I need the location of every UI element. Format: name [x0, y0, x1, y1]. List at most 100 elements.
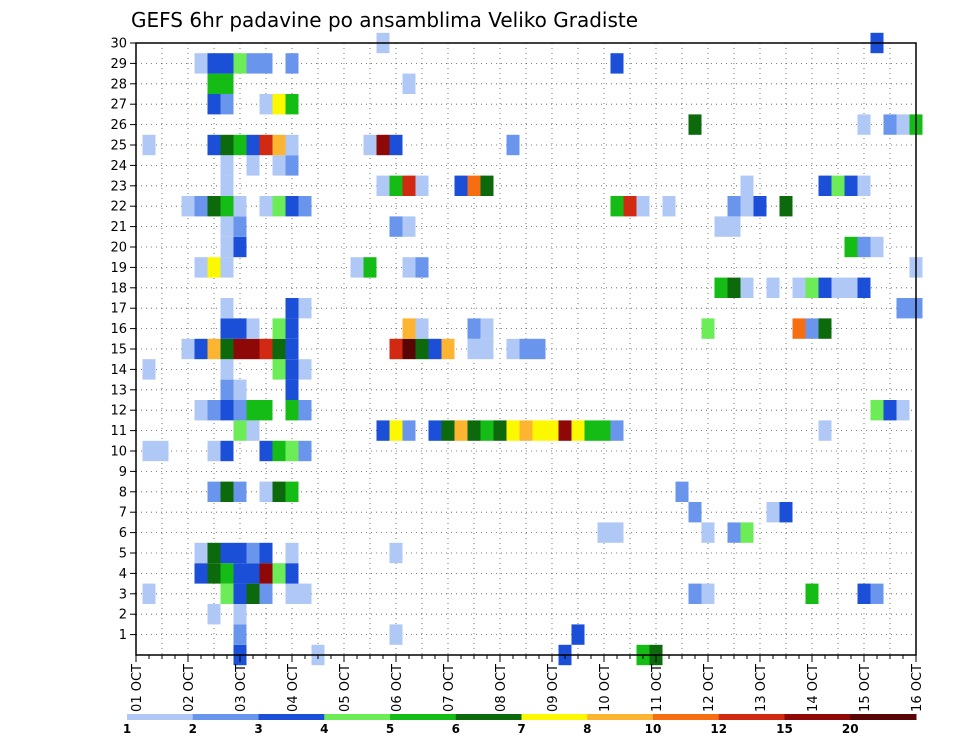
colorbar-segment — [653, 714, 720, 720]
heat-cell — [896, 400, 910, 421]
heat-cell — [259, 196, 273, 217]
heat-cell — [298, 583, 312, 604]
y-tick-label: 5 — [119, 547, 127, 562]
y-tick-label: 2 — [119, 608, 127, 623]
heat-cell — [259, 440, 273, 462]
heat-cell — [818, 277, 832, 298]
y-tick-label: 19 — [110, 261, 127, 276]
heat-cell — [740, 175, 754, 196]
heat-cell — [220, 134, 234, 156]
heat-cell — [844, 236, 858, 258]
heat-cell — [467, 338, 481, 360]
y-tick-label: 8 — [119, 485, 127, 500]
heat-cell — [896, 114, 910, 135]
y-tick-label: 4 — [119, 567, 127, 582]
y-tick-label: 6 — [119, 526, 127, 541]
heat-cell — [480, 318, 494, 339]
y-tick-label: 12 — [110, 404, 127, 419]
x-tick-label: 16 OCT — [910, 664, 925, 712]
heat-cell — [428, 338, 442, 360]
heat-cell — [857, 277, 871, 298]
y-tick-label: 11 — [110, 424, 127, 439]
heat-cell — [610, 53, 624, 74]
x-tick-label: 01 OCT — [130, 664, 145, 712]
heat-cell — [870, 236, 884, 258]
heat-cell — [207, 440, 221, 462]
heat-cell — [142, 440, 156, 462]
heat-cell — [688, 583, 702, 604]
heat-cell — [857, 583, 871, 604]
colorbar-segment — [258, 714, 325, 720]
colorbar-label: 6 — [452, 722, 460, 736]
heat-cell — [480, 338, 494, 360]
heat-cell — [233, 196, 247, 217]
heat-cell — [220, 175, 234, 196]
chart-title: GEFS 6hr padavine po ansamblima Veliko G… — [131, 8, 638, 32]
heat-cell — [844, 175, 858, 196]
heat-cell — [883, 114, 897, 135]
heat-cell — [519, 338, 533, 360]
heat-cell — [675, 481, 689, 502]
x-tick-label: 15 OCT — [858, 664, 873, 712]
heat-cell — [181, 196, 195, 217]
heat-cell — [272, 94, 286, 115]
heat-cell — [233, 420, 247, 441]
heat-cell — [220, 318, 234, 339]
heat-cell — [142, 134, 156, 156]
colorbar-segment — [324, 714, 391, 720]
heat-cell — [194, 338, 208, 360]
heat-cell — [259, 338, 273, 360]
heat-cell — [688, 502, 702, 523]
heat-cell — [272, 196, 286, 217]
colorbar-label: 7 — [517, 722, 525, 736]
y-tick-label: 7 — [119, 506, 127, 521]
colorbar-label: 12 — [710, 722, 727, 736]
x-tick-label: 13 OCT — [754, 664, 769, 712]
heat-cell — [220, 583, 234, 604]
heat-cell — [389, 542, 403, 564]
heat-cell — [285, 318, 299, 339]
colorbar-label: 15 — [776, 722, 793, 736]
heat-cell — [740, 196, 754, 217]
heat-cell — [402, 338, 416, 360]
heat-cell — [233, 318, 247, 339]
heat-cell — [389, 175, 403, 196]
heat-cell — [233, 338, 247, 360]
heat-cell — [220, 298, 234, 319]
y-tick-label: 17 — [110, 302, 127, 317]
heat-cell — [259, 563, 273, 584]
x-tick-label: 14 OCT — [806, 664, 821, 712]
heat-cell — [246, 400, 260, 421]
heat-cell — [402, 73, 416, 94]
heat-cell — [272, 318, 286, 339]
heat-cell — [766, 277, 780, 298]
heat-cell — [701, 318, 715, 339]
y-tick-label: 24 — [110, 159, 127, 174]
heat-cell — [207, 563, 221, 584]
heat-cell — [233, 216, 247, 237]
heat-cell — [220, 338, 234, 360]
heat-cell — [467, 175, 481, 196]
heat-cell — [480, 175, 494, 196]
heat-cell — [233, 604, 247, 625]
heat-cell — [142, 359, 156, 380]
colorbar-label: 20 — [842, 722, 859, 736]
heat-cell — [558, 420, 572, 441]
x-tick-label: 09 OCT — [546, 664, 561, 712]
y-tick-label: 15 — [110, 343, 127, 358]
heat-cell — [233, 563, 247, 584]
colorbar-label: 8 — [583, 722, 591, 736]
heat-cell — [207, 542, 221, 564]
heat-cell — [246, 583, 260, 604]
heat-cell — [207, 400, 221, 421]
heat-cell — [779, 502, 793, 523]
heat-cell — [792, 277, 806, 298]
y-tick-label: 13 — [110, 383, 127, 398]
heat-cell — [584, 420, 598, 441]
heat-cell — [480, 420, 494, 441]
heat-cell — [727, 196, 741, 217]
heat-cell — [246, 420, 260, 441]
heat-cell — [818, 420, 832, 441]
heat-cell — [740, 277, 754, 298]
colorbar-segment — [192, 714, 259, 720]
